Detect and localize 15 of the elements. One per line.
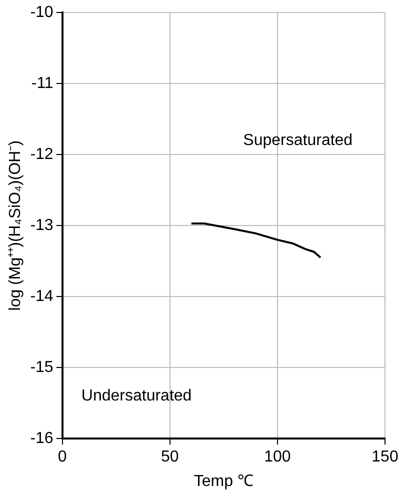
x-tick-label: 50 (160, 448, 179, 466)
y-tick-label: -10 (30, 4, 54, 22)
x-tick-label: 100 (264, 448, 291, 466)
y-tick-label: -16 (30, 430, 54, 448)
y-tick-label: -11 (31, 75, 54, 92)
y-axis-title: log (Mg⁺⁺)(H₄SiO₄)(OH⁻) (7, 140, 24, 311)
x-axis-title: Temp ℃ (194, 472, 254, 490)
annotation: Undersaturated (81, 387, 192, 404)
y-tick-label: -15 (30, 359, 54, 376)
y-tick-label: -12 (30, 146, 54, 164)
annotation: Supersaturated (243, 132, 353, 149)
y-tick-label: -14 (30, 288, 54, 306)
y-tick-label: -13 (30, 217, 54, 234)
x-tick-label: 0 (58, 448, 67, 466)
x-tick-label: 150 (372, 448, 398, 466)
